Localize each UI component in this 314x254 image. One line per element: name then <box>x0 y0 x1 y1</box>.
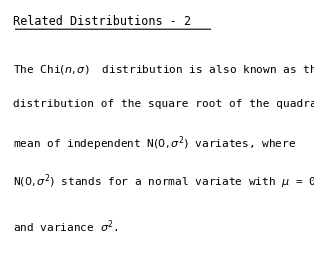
Text: mean of independent N$\left(0, \sigma^2\right)$ variates, where: mean of independent N$\left(0, \sigma^2\… <box>13 135 296 153</box>
Text: Related Distributions - 2: Related Distributions - 2 <box>13 15 191 28</box>
Text: and variance $\sigma^2$.: and variance $\sigma^2$. <box>13 218 118 235</box>
Text: distribution of the square root of the quadratic: distribution of the square root of the q… <box>13 99 314 109</box>
Text: N$\left(0,\sigma^2\right)$ stands for a normal variate with $\mu$ = 0: N$\left(0,\sigma^2\right)$ stands for a … <box>13 173 314 191</box>
Text: The Chi$(n,\sigma)$  distribution is also known as the: The Chi$(n,\sigma)$ distribution is also… <box>13 64 314 76</box>
